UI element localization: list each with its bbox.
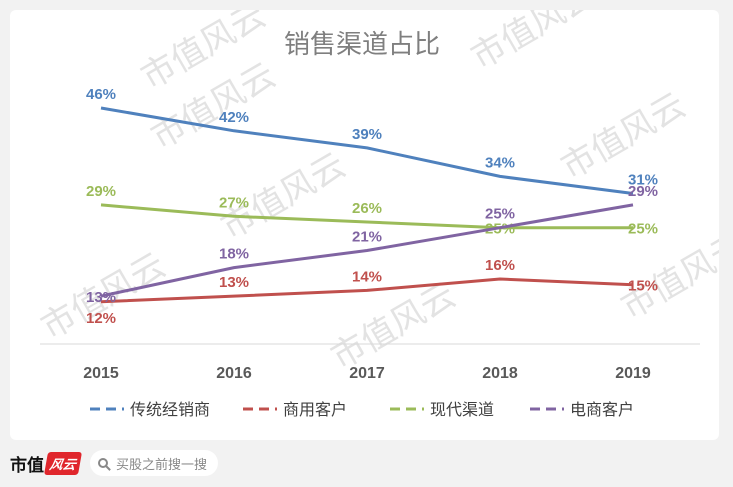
brand-logo[interactable]: 市值 风云 xyxy=(10,451,83,476)
data-label: 46% xyxy=(86,86,116,103)
x-tick-label: 2015 xyxy=(83,365,119,382)
legend-label: 传统经销商 xyxy=(130,400,210,419)
data-label: 21% xyxy=(352,229,382,246)
chart-card: 市值风云 市值风云 市值风云 市值风云 市值风云 市值风云 市值风云 市值风云 销售渠道占比 … xyxy=(10,10,719,440)
search-placeholder: 买股之前搜一搜 xyxy=(116,457,208,473)
data-label: 13% xyxy=(86,289,116,306)
chart-title: 销售渠道占比 xyxy=(284,30,440,60)
x-tick-label: 2018 xyxy=(482,365,518,382)
series-layer: 46% 42% 39% 34% 31% 12% 13% 14% 16% 15% 29% 27% 26% 2… xyxy=(86,86,658,327)
data-label: 31% xyxy=(628,172,658,189)
data-label: 34% xyxy=(485,154,515,171)
search-icon xyxy=(98,458,109,468)
data-label: 29% xyxy=(628,183,658,200)
legend: 传统经销商 商用客户 现代渠道 电商客户 xyxy=(90,400,634,419)
legend-label: 电商客户 xyxy=(570,400,634,419)
data-label: 13% xyxy=(219,274,249,291)
data-label: 15% xyxy=(628,278,658,295)
x-axis-ticks: 2015 2016 2017 2018 2019 xyxy=(83,365,651,382)
series-line-4 xyxy=(100,203,634,298)
data-label: 12% xyxy=(86,310,116,327)
data-label: 14% xyxy=(352,268,382,285)
logo-mark: 风云 xyxy=(43,451,83,475)
data-label: 25% xyxy=(628,221,658,238)
watermark-text: 市值风云 xyxy=(465,10,603,78)
legend-label: 现代渠道 xyxy=(430,400,494,419)
data-label: 27% xyxy=(219,194,249,211)
footer: 市值 风云 买股之前搜一搜 xyxy=(10,448,219,478)
search-box[interactable]: 买股之前搜一搜 xyxy=(90,450,219,476)
x-tick-label: 2016 xyxy=(216,365,252,382)
series-line-3 xyxy=(100,203,633,230)
legend-label: 商用客户 xyxy=(283,400,347,419)
data-label: 39% xyxy=(352,126,382,143)
x-tick-label: 2019 xyxy=(615,365,651,382)
watermark-text: 市值风云 xyxy=(555,85,693,188)
data-label: 42% xyxy=(219,109,249,126)
series-line-2 xyxy=(100,277,634,304)
series-line-1 xyxy=(100,106,634,195)
data-label: 26% xyxy=(352,200,382,217)
logo-text: 市值 xyxy=(10,455,44,476)
x-tick-label: 2017 xyxy=(349,365,385,382)
data-label: 25% xyxy=(485,206,515,223)
data-label: 29% xyxy=(86,183,116,200)
data-label: 18% xyxy=(219,246,249,263)
watermark-text: 市值风云 xyxy=(615,225,720,328)
data-label: 16% xyxy=(485,257,515,274)
